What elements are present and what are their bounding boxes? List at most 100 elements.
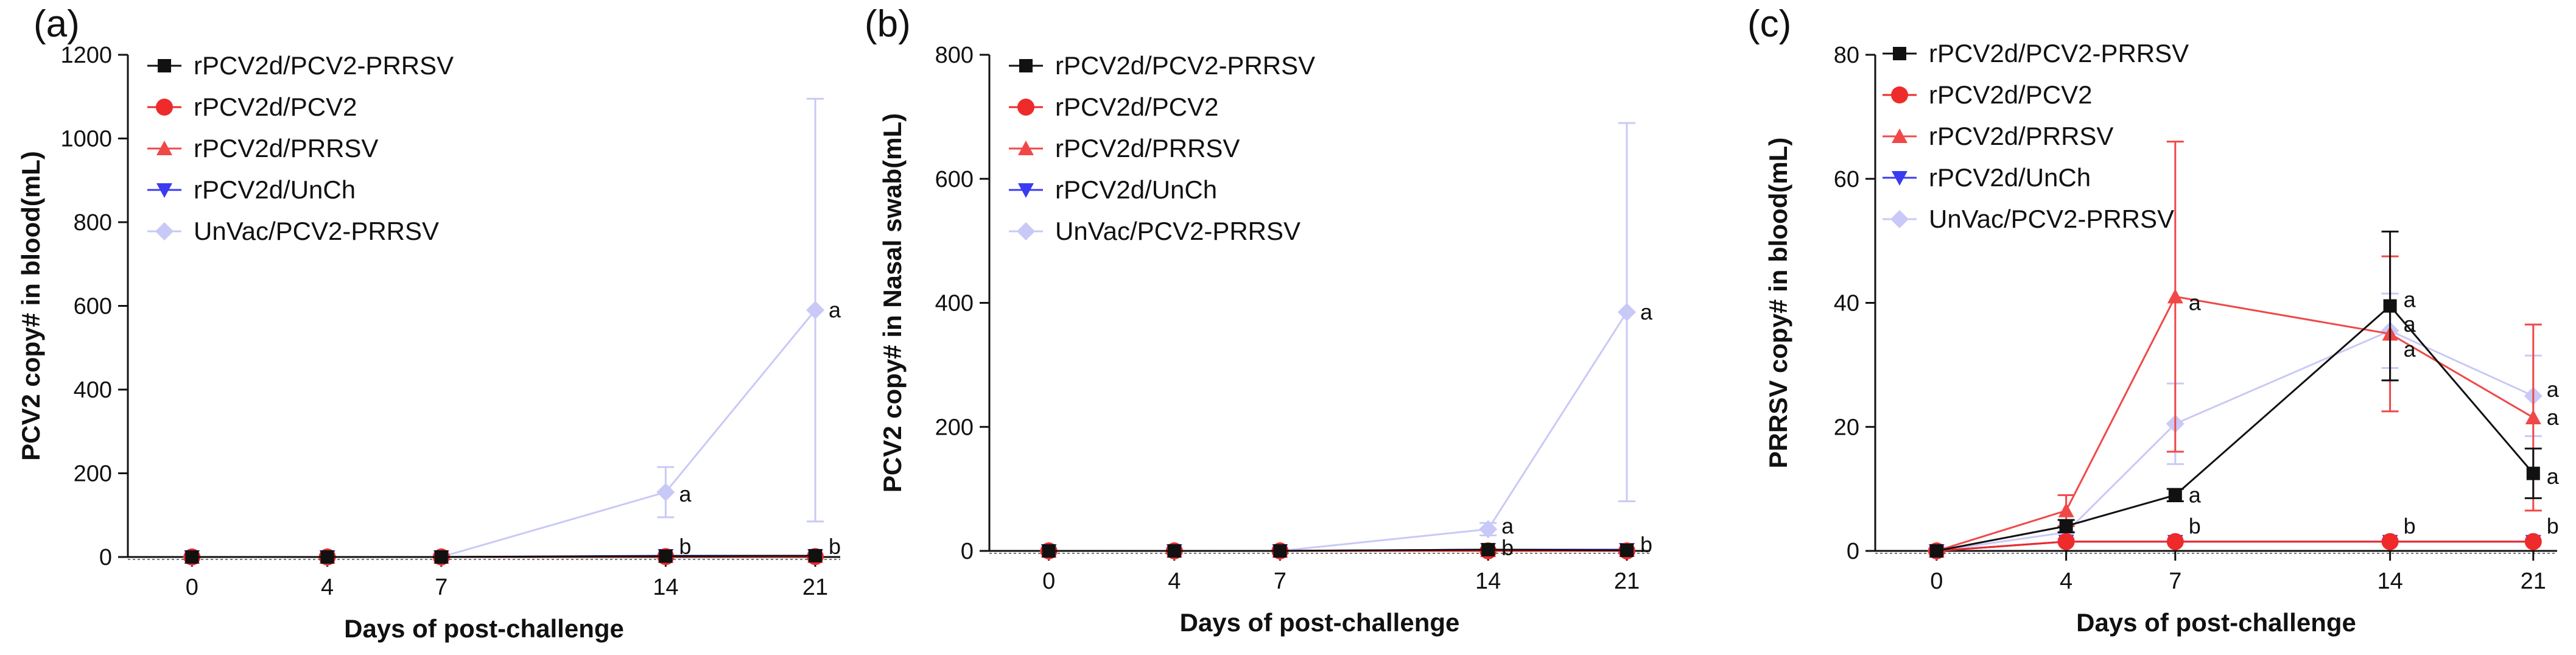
legend-item: UnVac/PCV2-PRRSV xyxy=(147,217,439,245)
legend-marker xyxy=(1893,47,1906,60)
legend-item: rPCV2d/PCV2-PRRSV xyxy=(1009,51,1315,80)
legend: rPCV2d/PCV2-PRRSV rPCV2d/PCV2 rPCV2d/PRRSV… xyxy=(1883,39,2189,233)
y-tick-label: 40 xyxy=(1834,291,1859,317)
x-axis-title: Days of post-challenge xyxy=(2076,608,2356,637)
legend-label: rPCV2d/PRRSV xyxy=(1929,122,2113,150)
legend-label: UnVac/PCV2-PRRSV xyxy=(1929,205,2174,233)
legend-marker xyxy=(1018,141,1034,155)
legend-marker xyxy=(158,59,171,72)
x-axis-title: Days of post-challenge xyxy=(1180,608,1460,637)
data-point xyxy=(1273,544,1287,558)
data-point xyxy=(2168,488,2182,502)
legend-marker xyxy=(156,141,172,155)
x-tick-label: 7 xyxy=(2169,569,2181,594)
data-point xyxy=(1479,520,1498,539)
significance-label: a xyxy=(1640,299,1653,324)
data-point xyxy=(1481,542,1495,556)
series-rpcv2d-pcv2-prrsv xyxy=(185,548,823,564)
x-tick-label: 21 xyxy=(2521,569,2546,594)
y-tick-label: 400 xyxy=(74,377,112,403)
legend-label: rPCV2d/UnCh xyxy=(1929,163,2091,192)
significance-label: b xyxy=(829,534,841,559)
chart-panel-1: (a) 0 200 400 600 800 1000 1200 0 4 7 14 21 Days of p… xyxy=(16,3,841,643)
data-point xyxy=(2526,466,2540,480)
y-tick-label: 60 xyxy=(1834,167,1859,192)
y-tick-label: 80 xyxy=(1834,43,1859,68)
legend-marker xyxy=(1019,59,1033,72)
legend-item: rPCV2d/UnCh xyxy=(1009,175,1217,204)
data-point xyxy=(1929,544,1943,558)
significance-label: a xyxy=(679,482,692,506)
x-tick-label: 7 xyxy=(435,575,447,600)
legend-item: rPCV2d/PRRSV xyxy=(147,134,378,163)
legend-item: rPCV2d/PCV2-PRRSV xyxy=(1883,39,2189,68)
series-rpcv2d-pcv2-prrsv xyxy=(1042,542,1634,558)
legend-marker xyxy=(1892,171,1907,186)
x-tick-label: 14 xyxy=(1475,569,1501,594)
legend-item: rPCV2d/UnCh xyxy=(1883,163,2091,192)
legend-label: rPCV2d/PCV2 xyxy=(194,93,357,121)
y-tick-label: 0 xyxy=(99,545,112,570)
data-point xyxy=(1620,543,1634,557)
legend-label: rPCV2d/PRRSV xyxy=(194,134,378,163)
y-tick-label: 0 xyxy=(1847,539,1859,564)
legend-item: rPCV2d/PCV2 xyxy=(1009,93,1218,121)
legend-marker xyxy=(1892,128,1907,143)
legend-label: rPCV2d/UnCh xyxy=(1055,175,1217,204)
significance-label: a xyxy=(2547,405,2560,430)
data-point xyxy=(2524,533,2542,550)
significance-label: a xyxy=(2404,312,2416,337)
significance-label: a xyxy=(829,297,841,322)
y-tick-label: 600 xyxy=(74,294,112,320)
y-tick-label: 200 xyxy=(935,415,974,440)
data-point xyxy=(1618,303,1637,321)
x-tick-label: 14 xyxy=(653,575,678,600)
legend-label: rPCV2d/UnCh xyxy=(194,175,356,204)
data-point xyxy=(1167,544,1181,558)
data-point xyxy=(2381,533,2399,550)
legend-marker xyxy=(1890,210,1909,228)
significance-label: a xyxy=(2404,337,2416,362)
significance-label: b xyxy=(2547,513,2559,538)
legend-label: UnVac/PCV2-PRRSV xyxy=(194,217,439,245)
y-axis-title: PCV2 copy# in Nasal swab(mL) xyxy=(878,113,907,492)
legend-item: rPCV2d/UnCh xyxy=(147,175,356,204)
legend-label: rPCV2d/PCV2-PRRSV xyxy=(1055,51,1315,80)
x-tick-label: 4 xyxy=(2060,569,2072,594)
significance-label: b xyxy=(1640,532,1652,557)
legend-item: rPCV2d/PRRSV xyxy=(1009,134,1240,163)
significance-label: a xyxy=(2547,464,2560,489)
y-tick-label: 1000 xyxy=(60,127,112,152)
legend-item: rPCV2d/PRRSV xyxy=(1883,122,2113,150)
significance-label: a xyxy=(2189,290,2202,315)
data-point xyxy=(2167,289,2183,304)
legend: rPCV2d/PCV2-PRRSV rPCV2d/PCV2 rPCV2d/PRRSV… xyxy=(147,51,454,245)
legend-marker xyxy=(1017,99,1034,116)
legend-label: rPCV2d/PCV2-PRRSV xyxy=(194,51,454,80)
legend-marker xyxy=(1017,222,1035,240)
data-point xyxy=(2383,299,2397,313)
legend-marker xyxy=(155,222,174,240)
data-point xyxy=(2057,533,2075,550)
y-tick-label: 400 xyxy=(935,291,974,317)
y-axis-title: PRRSV copy# in blood(mL) xyxy=(1764,138,1792,469)
data-point xyxy=(2525,409,2541,424)
y-tick-label: 0 xyxy=(961,539,974,564)
y-tick-label: 1200 xyxy=(60,43,112,68)
data-point xyxy=(434,550,448,564)
legend-item: UnVac/PCV2-PRRSV xyxy=(1009,217,1300,245)
data-point xyxy=(320,550,334,564)
legend-marker xyxy=(156,183,172,198)
data-point xyxy=(809,548,823,562)
y-tick-label: 800 xyxy=(935,43,974,68)
x-tick-label: 4 xyxy=(321,575,334,600)
y-tick-label: 20 xyxy=(1834,415,1859,440)
significance-label: a xyxy=(1501,513,1514,538)
significance-label: b xyxy=(679,534,691,559)
x-tick-label: 4 xyxy=(1168,569,1181,594)
x-tick-label: 14 xyxy=(2377,569,2402,594)
legend-label: rPCV2d/PRRSV xyxy=(1055,134,1240,163)
data-point xyxy=(2059,519,2073,533)
y-axis-title: PCV2 copy# in blood(mL) xyxy=(16,151,45,461)
